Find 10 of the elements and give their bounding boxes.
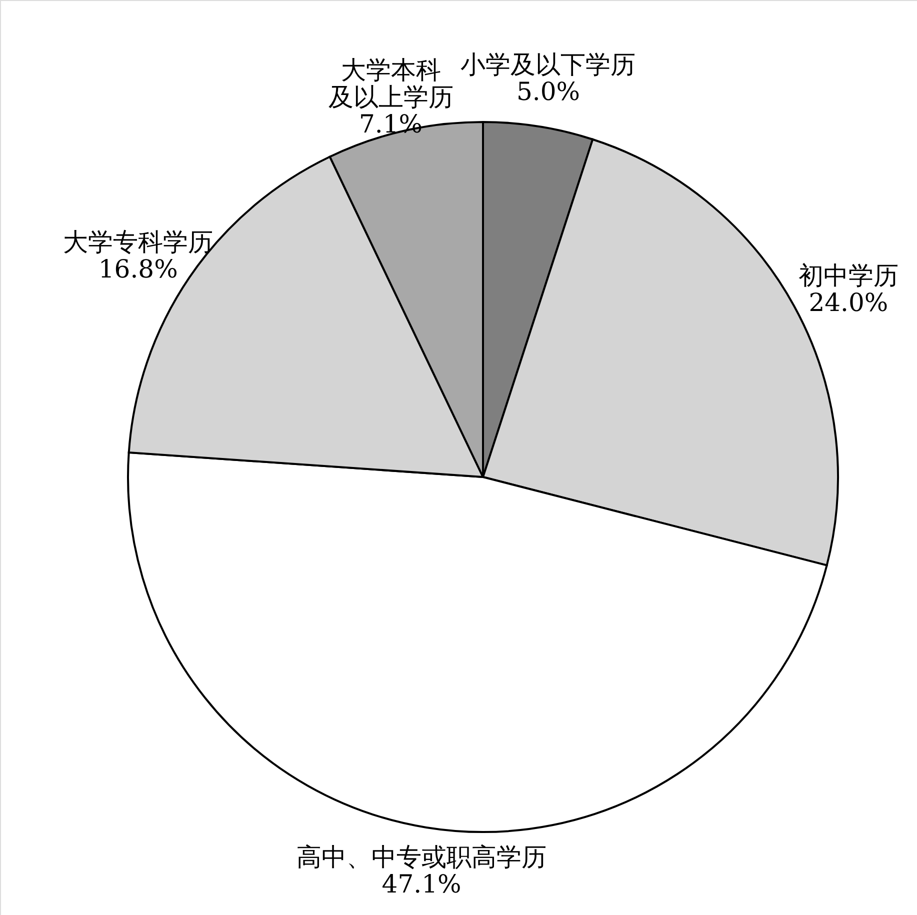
data-label: 16.8% bbox=[98, 254, 178, 284]
slice-label: 高中、中专或职高学历 bbox=[296, 842, 547, 872]
data-label: 24.0% bbox=[808, 288, 888, 318]
slice-label: 大学本科及以上学历 bbox=[328, 55, 454, 112]
data-label: 5.0% bbox=[516, 77, 580, 106]
data-label: 7.1% bbox=[359, 109, 423, 138]
slice-label: 初中学历 bbox=[798, 261, 898, 290]
slice-label: 大学专科学历 bbox=[63, 228, 214, 257]
data-label: 47.1% bbox=[382, 869, 462, 898]
slice-label: 小学及以下学历 bbox=[460, 50, 636, 80]
